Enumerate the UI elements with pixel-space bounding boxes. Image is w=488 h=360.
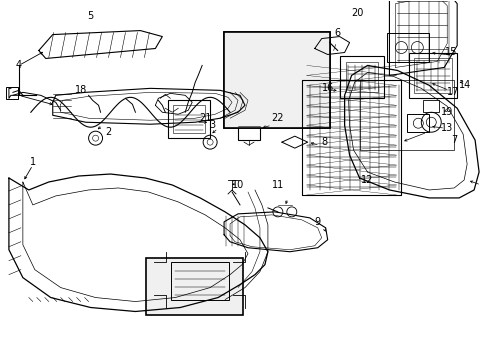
- Bar: [6, 87, 18, 99]
- Bar: [345, 62, 378, 92]
- Bar: [171, 262, 228, 300]
- Bar: [168, 100, 210, 138]
- Text: 10: 10: [231, 180, 244, 190]
- Bar: [407, 114, 428, 132]
- Text: 16: 16: [321, 84, 333, 93]
- Bar: [146, 258, 242, 315]
- Bar: [224, 32, 329, 129]
- Bar: [413, 58, 451, 93]
- Text: 9: 9: [314, 217, 320, 227]
- Text: 21: 21: [199, 113, 211, 123]
- Text: 3: 3: [209, 120, 215, 130]
- Bar: [359, 80, 453, 150]
- Text: 19: 19: [440, 107, 452, 117]
- Bar: [173, 105, 205, 133]
- Bar: [386, 32, 428, 62]
- Text: 5: 5: [87, 11, 94, 21]
- Bar: [224, 32, 329, 129]
- Text: 20: 20: [351, 8, 363, 18]
- Text: 8: 8: [321, 137, 327, 147]
- Text: 13: 13: [440, 123, 452, 133]
- Text: 11: 11: [271, 180, 284, 190]
- Text: 4: 4: [16, 60, 22, 71]
- Text: 12: 12: [361, 175, 373, 185]
- Bar: [339, 57, 384, 98]
- Text: 2: 2: [105, 127, 111, 137]
- Text: 18: 18: [74, 85, 86, 95]
- Bar: [224, 32, 329, 129]
- Text: 6: 6: [334, 28, 340, 37]
- Bar: [408, 54, 456, 98]
- Text: 14: 14: [458, 80, 470, 90]
- Text: 1: 1: [30, 157, 36, 167]
- Bar: [146, 258, 242, 315]
- Text: 7: 7: [450, 135, 456, 145]
- Text: 15: 15: [444, 48, 456, 58]
- Text: 22: 22: [271, 113, 284, 123]
- Bar: [238, 108, 260, 140]
- Bar: [423, 100, 438, 112]
- Text: 17: 17: [446, 87, 458, 97]
